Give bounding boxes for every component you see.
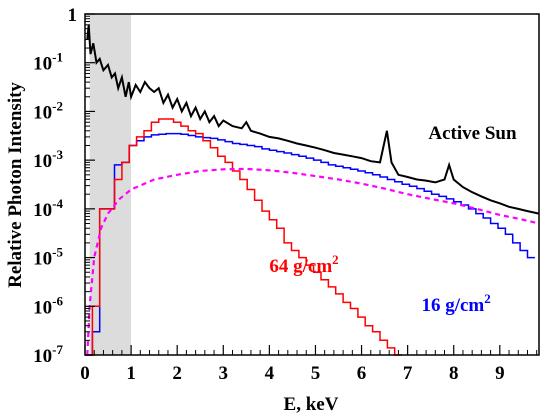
x-tick-label: 6 (357, 363, 367, 384)
x-tick-label: 7 (403, 363, 413, 384)
x-tick-label: 9 (495, 363, 505, 384)
series-layer (85, 24, 540, 356)
series-annotation-1: 64 g/cm2 (269, 252, 338, 277)
series-line-1 (85, 132, 535, 356)
x-tick-label: 5 (311, 363, 321, 384)
x-tick-label: 0 (80, 363, 90, 384)
series-line-2 (85, 118, 403, 356)
series-line-3 (86, 167, 540, 356)
x-tick-label: 1 (126, 363, 136, 384)
series-line-0 (86, 24, 540, 215)
y-tick-label: 10-1 (33, 50, 63, 75)
series-annotation-0: Active Sun (428, 123, 517, 144)
y-tick-label: 10-5 (33, 245, 63, 270)
x-axis-label: E, keV (284, 394, 339, 415)
y-tick-label: 10-4 (33, 196, 63, 221)
ticks-layer: 0 1 2 3 4 5 6 7 8 9 1 10-1 10-2 10-3 10-4 10-5 10-6 10-7 (33, 5, 538, 384)
x-tick-label: 2 (172, 363, 182, 384)
y-tick-label: 10-3 (33, 147, 63, 172)
x-tick-label: 3 (219, 363, 229, 384)
y-tick-label: 10-6 (33, 293, 63, 318)
x-tick-label: 4 (265, 363, 275, 384)
labels-layer: Active Sun 64 g/cm2 16 g/cm2 (269, 123, 517, 316)
y-axis-label: Relative Photon Intensity (5, 82, 26, 288)
plot-frame (84, 13, 540, 356)
y-tick-label: 10-7 (33, 342, 63, 367)
x-tick-label: 8 (449, 363, 459, 384)
series-annotation-2: 16 g/cm2 (421, 291, 490, 316)
y-tick-label: 10-2 (33, 98, 63, 123)
shaded-band (89, 14, 132, 355)
y-tick-label: 1 (68, 5, 78, 26)
